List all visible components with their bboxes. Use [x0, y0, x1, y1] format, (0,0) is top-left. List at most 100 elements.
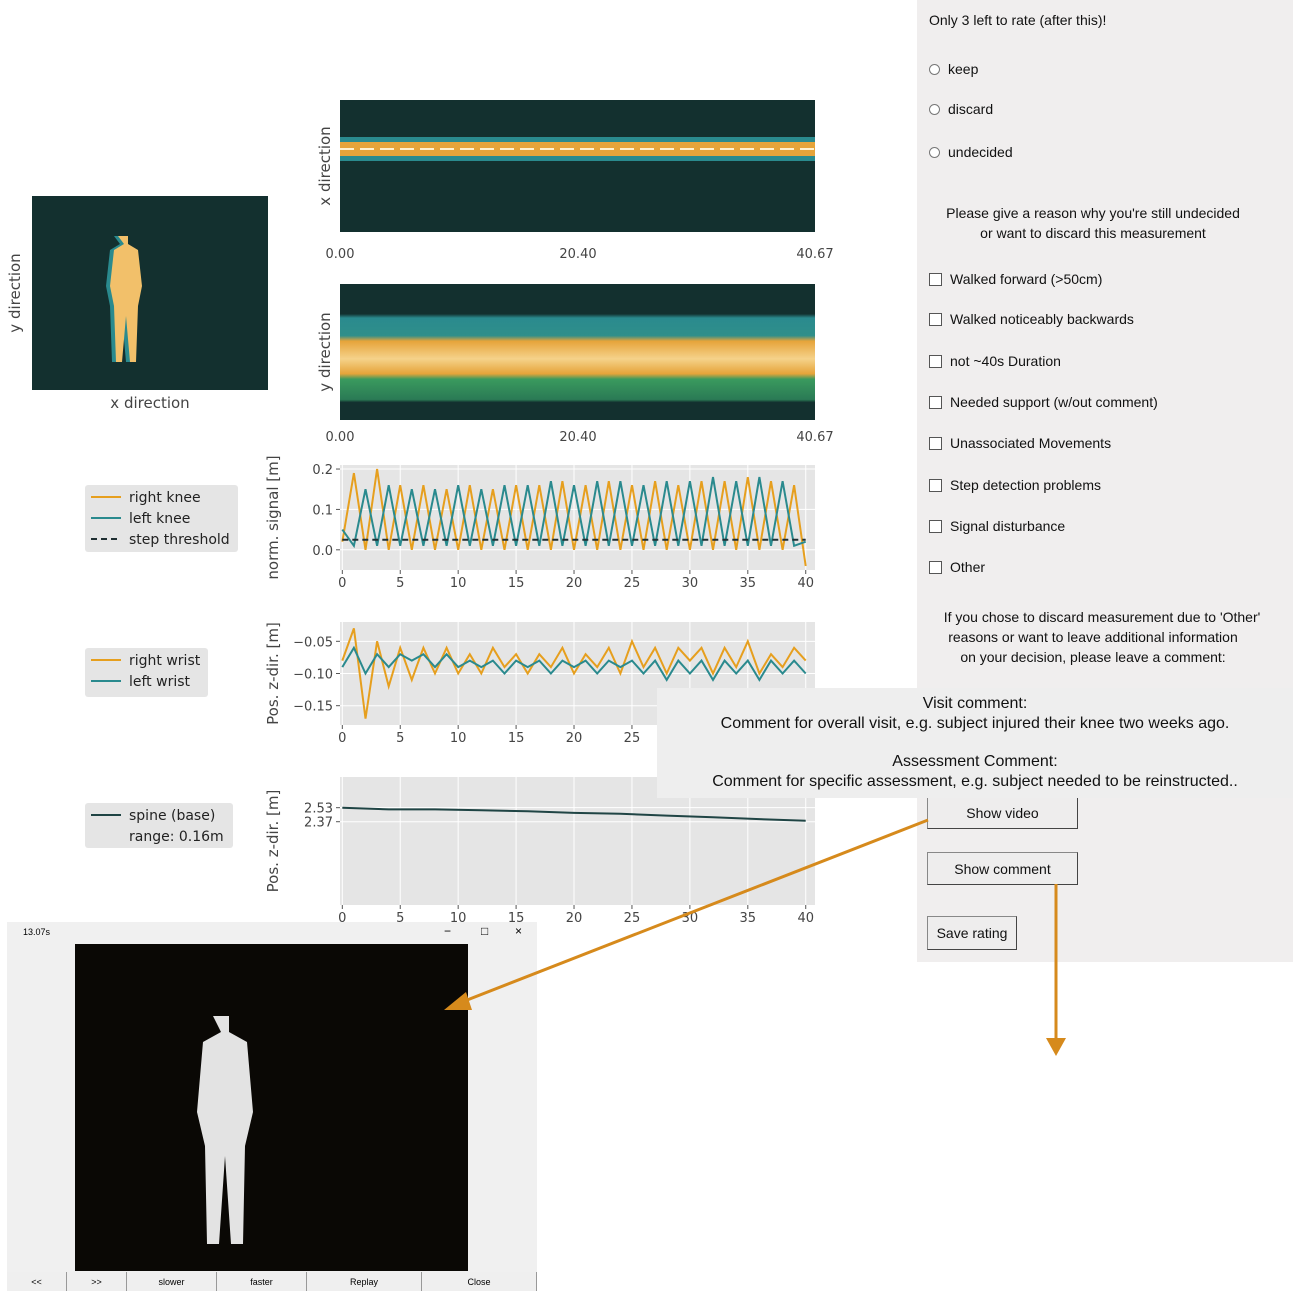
x-tick-label: 40: [797, 911, 814, 922]
checkbox[interactable]: [929, 479, 942, 492]
x-tick-label: 15: [508, 911, 525, 922]
x-tick-label: 5: [396, 911, 404, 922]
video-button[interactable]: slower: [127, 1272, 217, 1291]
x-tick-label: 10: [450, 576, 467, 591]
legend-label: left wrist: [129, 674, 191, 690]
checkbox-option[interactable]: not ~40s Duration: [929, 353, 1061, 369]
show-comment-button[interactable]: Show comment: [927, 852, 1078, 885]
video-button[interactable]: Close: [422, 1272, 537, 1291]
y-tick-label: −0.15: [293, 700, 333, 715]
x-tick-label: 15: [508, 731, 525, 746]
x-tick-label: 30: [682, 911, 699, 922]
x-tick-label: 0: [338, 576, 346, 591]
maximize-button[interactable]: □: [481, 924, 488, 938]
close-window-button[interactable]: ×: [515, 924, 522, 938]
checkbox[interactable]: [929, 396, 942, 409]
checkbox[interactable]: [929, 437, 942, 450]
x-tick-label: 30: [682, 576, 699, 591]
y-tick-label: 2.37: [304, 816, 333, 831]
popup-line: Comment for specific assessment, e.g. su…: [657, 773, 1293, 791]
legend-label: right knee: [129, 490, 201, 506]
plot-area: [340, 465, 815, 570]
y-tick-label: −0.10: [293, 668, 333, 683]
checkbox[interactable]: [929, 355, 942, 368]
x-tick-label: 20: [566, 911, 583, 922]
checkbox-option[interactable]: Signal disturbance: [929, 518, 1065, 534]
x-tick-label: 5: [396, 731, 404, 746]
popup-line: Visit comment:: [657, 695, 1293, 713]
x-tick-label: 0: [338, 731, 346, 746]
checkbox-label: Walked noticeably backwards: [950, 311, 1134, 327]
checkbox[interactable]: [929, 313, 942, 326]
depth-image: [32, 196, 268, 390]
y-tick-label: 2.53: [304, 802, 333, 817]
rating-panel: Only 3 left to rate (after this)! keep d…: [917, 0, 1293, 962]
heatmap-tick-label: 40.67: [796, 247, 833, 262]
y-axis-label: Pos. z-dir. [m]: [264, 622, 282, 725]
option-label: undecided: [948, 144, 1013, 160]
checkbox-label: Unassociated Movements: [950, 435, 1111, 451]
video-button[interactable]: Replay: [307, 1272, 422, 1291]
checkbox-label: Signal disturbance: [950, 518, 1065, 534]
heatmap: [340, 284, 815, 420]
heatmap: [340, 100, 815, 232]
legend-note: range: 0.16m: [129, 829, 224, 845]
x-tick-label: 5: [396, 576, 404, 591]
legend-label: step threshold: [129, 532, 230, 548]
x-tick-label: 25: [624, 731, 641, 746]
radio-option[interactable]: undecided: [929, 144, 1013, 160]
comment-popup: Visit comment: Comment for overall visit…: [657, 688, 1293, 798]
checkbox-option[interactable]: Walked noticeably backwards: [929, 311, 1134, 327]
heatmap-ylabel: x direction: [316, 126, 334, 205]
save-rating-button[interactable]: Save rating: [927, 916, 1017, 950]
checkbox-option[interactable]: Other: [929, 559, 985, 575]
legend-label: left knee: [129, 511, 190, 527]
checkbox-label: Step detection problems: [950, 477, 1101, 493]
checkbox-label: Other: [950, 559, 985, 575]
radio-option[interactable]: discard: [929, 101, 993, 117]
x-tick-label: 15: [508, 576, 525, 591]
video-button[interactable]: faster: [217, 1272, 307, 1291]
show-video-button[interactable]: Show video: [927, 796, 1078, 829]
x-tick-label: 10: [450, 731, 467, 746]
option-label: keep: [948, 61, 978, 77]
video-frame: [75, 944, 468, 1271]
popup-line: Comment for overall visit, e.g. subject …: [657, 715, 1293, 733]
y-tick-label: 0.1: [312, 503, 333, 518]
checkbox-option[interactable]: Step detection problems: [929, 477, 1101, 493]
reason-prompt: or want to discard this measurement: [917, 225, 1269, 241]
depth-xlabel: x direction: [110, 394, 189, 412]
checkbox[interactable]: [929, 561, 942, 574]
option-label: discard: [948, 101, 993, 117]
x-tick-label: 20: [566, 731, 583, 746]
depth-ylabel: y direction: [6, 253, 24, 332]
minimize-button[interactable]: −: [444, 924, 451, 938]
comment-prompt: If you chose to discard measurement due …: [917, 609, 1287, 625]
y-tick-label: 0.0: [312, 544, 333, 559]
x-tick-label: 25: [624, 911, 641, 922]
checkbox-option[interactable]: Unassociated Movements: [929, 435, 1111, 451]
comment-prompt: reasons or want to leave additional info…: [917, 629, 1269, 645]
x-tick-label: 40: [797, 576, 814, 591]
checkbox[interactable]: [929, 273, 942, 286]
legend-label: spine (base): [129, 808, 215, 824]
checkbox-option[interactable]: Needed support (w/out comment): [929, 394, 1158, 410]
comment-prompt: on your decision, please leave a comment…: [917, 649, 1269, 665]
radio-option[interactable]: keep: [929, 61, 978, 77]
checkbox-option[interactable]: Walked forward (>50cm): [929, 271, 1102, 287]
video-button[interactable]: >>: [67, 1272, 127, 1291]
x-tick-label: 20: [566, 576, 583, 591]
x-tick-label: 0: [338, 911, 346, 922]
checkbox[interactable]: [929, 520, 942, 533]
checkbox-label: Walked forward (>50cm): [950, 271, 1102, 287]
screen: x direction y direction x direction 0.0 0…: [0, 0, 1293, 1291]
popup-line: Assessment Comment:: [657, 753, 1293, 771]
window-title: 13.07s: [23, 927, 50, 937]
y-tick-label: 0.2: [312, 463, 333, 478]
video-button[interactable]: <<: [7, 1272, 67, 1291]
heatmap-tick-label: 20.40: [559, 430, 596, 445]
x-tick-label: 25: [624, 576, 641, 591]
x-tick-label: 10: [450, 911, 467, 922]
x-tick-label: 35: [740, 576, 757, 591]
